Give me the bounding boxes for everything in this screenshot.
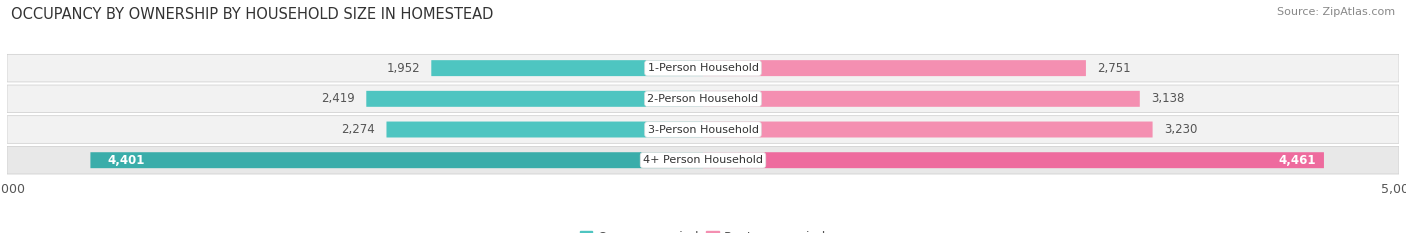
FancyBboxPatch shape — [7, 116, 1399, 143]
FancyBboxPatch shape — [90, 152, 703, 168]
Text: 1-Person Household: 1-Person Household — [648, 63, 758, 73]
Text: 2,274: 2,274 — [342, 123, 375, 136]
Text: 3-Person Household: 3-Person Household — [648, 124, 758, 134]
FancyBboxPatch shape — [703, 122, 1153, 137]
FancyBboxPatch shape — [7, 85, 1399, 113]
FancyBboxPatch shape — [367, 91, 703, 107]
Text: 3,138: 3,138 — [1152, 92, 1184, 105]
FancyBboxPatch shape — [703, 91, 1140, 107]
Text: 4,401: 4,401 — [107, 154, 145, 167]
FancyBboxPatch shape — [387, 122, 703, 137]
Text: 2,419: 2,419 — [322, 92, 356, 105]
Text: 4+ Person Household: 4+ Person Household — [643, 155, 763, 165]
FancyBboxPatch shape — [703, 60, 1085, 76]
Text: 1,952: 1,952 — [387, 62, 420, 75]
Text: Source: ZipAtlas.com: Source: ZipAtlas.com — [1277, 7, 1395, 17]
FancyBboxPatch shape — [7, 146, 1399, 174]
Text: OCCUPANCY BY OWNERSHIP BY HOUSEHOLD SIZE IN HOMESTEAD: OCCUPANCY BY OWNERSHIP BY HOUSEHOLD SIZE… — [11, 7, 494, 22]
FancyBboxPatch shape — [432, 60, 703, 76]
Text: 3,230: 3,230 — [1164, 123, 1197, 136]
Text: 2,751: 2,751 — [1097, 62, 1130, 75]
Text: 4,461: 4,461 — [1278, 154, 1316, 167]
FancyBboxPatch shape — [703, 152, 1324, 168]
Legend: Owner-occupied, Renter-occupied: Owner-occupied, Renter-occupied — [575, 226, 831, 233]
Text: 2-Person Household: 2-Person Household — [647, 94, 759, 104]
FancyBboxPatch shape — [7, 54, 1399, 82]
